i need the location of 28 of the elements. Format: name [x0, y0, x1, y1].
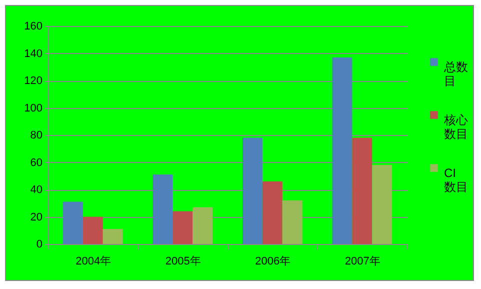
y-tick-label: 20 [30, 211, 42, 224]
bar [372, 164, 392, 244]
bar [192, 207, 213, 244]
bar [242, 138, 262, 244]
legend-label: 总数目 [443, 60, 468, 88]
bar [352, 138, 372, 244]
y-tick-label: 140 [24, 48, 42, 60]
legend-label: CI数目 [444, 166, 468, 194]
y-tick-label: 60 [30, 156, 42, 169]
x-tick-label: 2005年 [165, 256, 201, 268]
y-tick-label: 100 [24, 102, 42, 114]
y-tick-label: 0 [36, 238, 42, 250]
x-tick-label: 2007年 [344, 256, 380, 268]
y-tick-label: 40 [30, 184, 42, 196]
bar [62, 202, 83, 244]
x-tick-label: 2006年 [255, 256, 291, 268]
bar [82, 216, 103, 244]
bar [262, 181, 282, 244]
y-tick-label: 120 [24, 75, 42, 87]
bar [152, 174, 173, 244]
y-tick-label: 160 [24, 20, 42, 32]
y-tick-label: 80 [30, 130, 42, 142]
bar [172, 211, 193, 244]
legend-label: 核心数目 [443, 113, 468, 141]
bar [332, 57, 352, 244]
x-tick-label: 2004年 [76, 256, 112, 268]
bar [102, 229, 123, 244]
bar [282, 200, 302, 244]
